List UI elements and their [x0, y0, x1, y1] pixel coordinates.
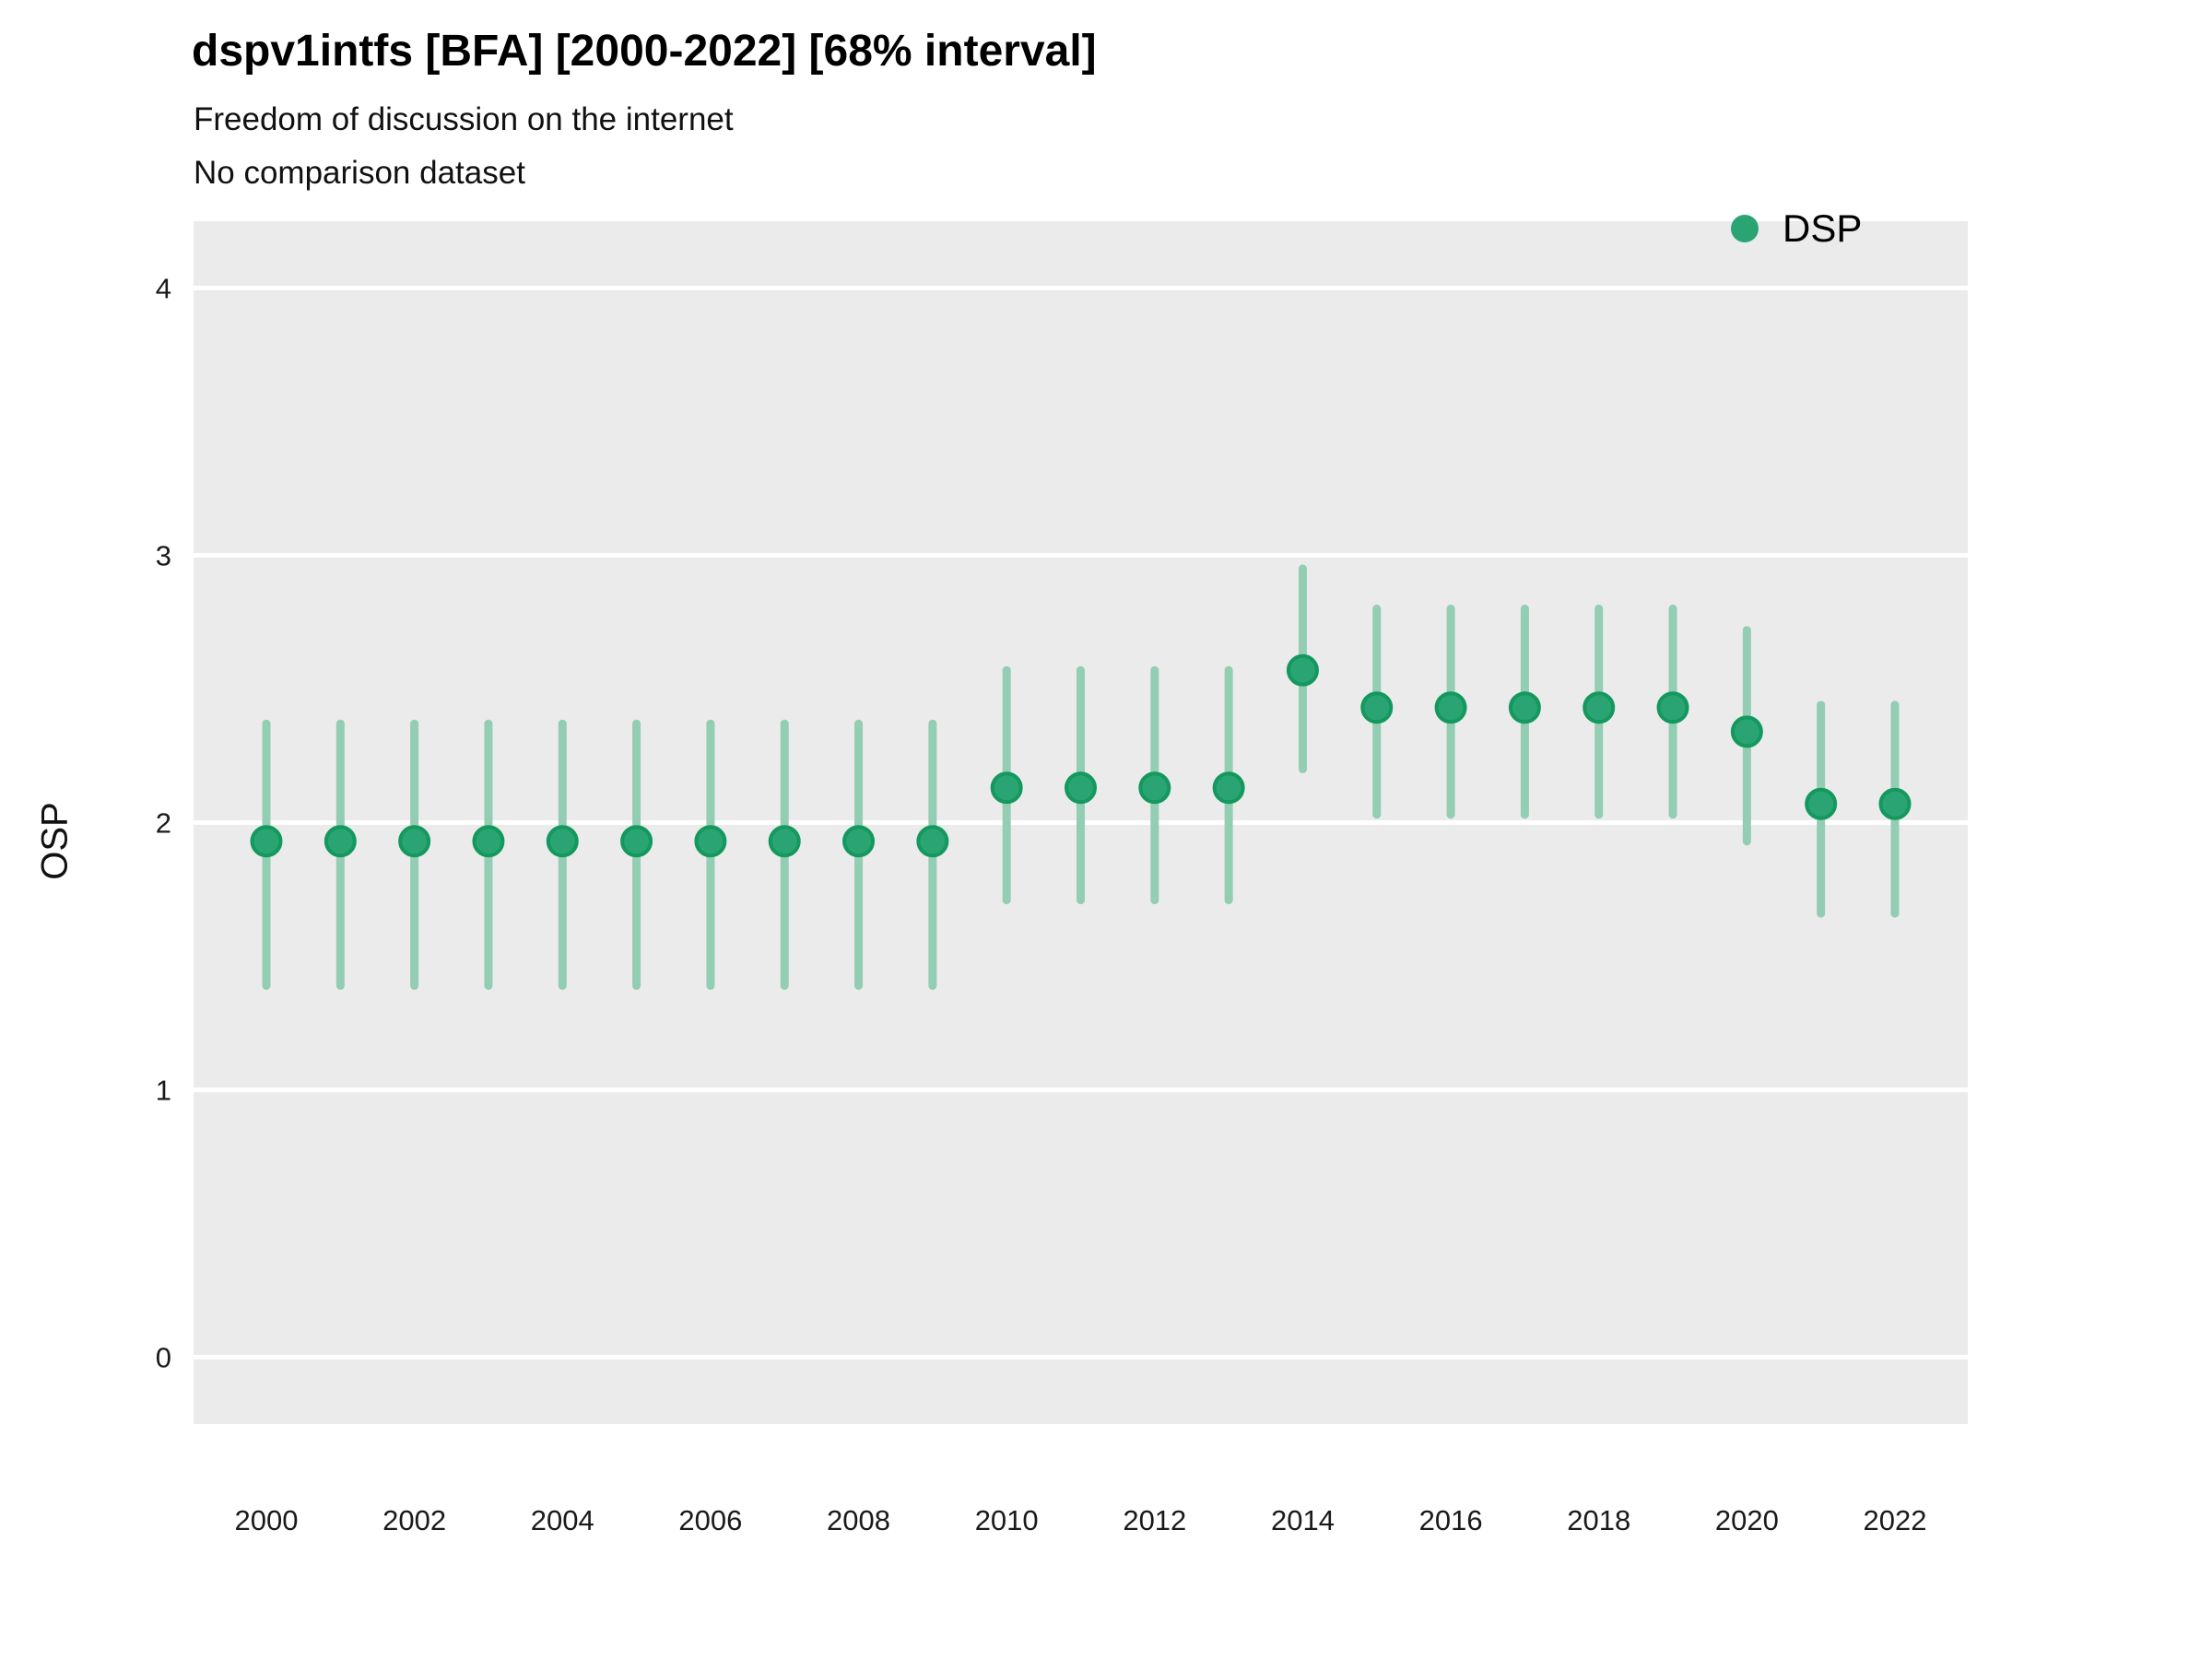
point-2014 [1286, 653, 1319, 687]
point-2016 [1434, 691, 1467, 724]
x-tick-label-2002: 2002 [382, 1504, 446, 1536]
point-2012 [1138, 771, 1171, 805]
point-2004 [546, 825, 579, 858]
legend-label: DSP [1783, 206, 1863, 250]
x-tick-label-2010: 2010 [975, 1504, 1039, 1536]
x-tick-label-2008: 2008 [827, 1504, 890, 1536]
point-2019 [1656, 691, 1689, 724]
x-tick-label-2018: 2018 [1567, 1504, 1630, 1536]
y-tick-label-1: 1 [156, 1074, 171, 1106]
x-tick-label-2016: 2016 [1419, 1504, 1483, 1536]
point-2006 [694, 825, 727, 858]
y-tick-label-0: 0 [156, 1341, 171, 1373]
y-tick-label-3: 3 [156, 539, 171, 571]
x-tick-label-2022: 2022 [1864, 1504, 1927, 1536]
chart-comparison-note: No comparison dataset [194, 155, 525, 191]
point-2000 [250, 825, 283, 858]
y-tick-label-4: 4 [156, 272, 171, 304]
point-2001 [324, 825, 357, 858]
legend: DSP [1731, 206, 1862, 251]
point-2002 [398, 825, 431, 858]
x-tick-label-2004: 2004 [531, 1504, 594, 1536]
x-tick-label-2012: 2012 [1123, 1504, 1186, 1536]
point-2018 [1583, 691, 1616, 724]
point-2007 [768, 825, 801, 858]
point-2003 [472, 825, 505, 858]
x-tick-label-2000: 2000 [235, 1504, 299, 1536]
point-2009 [916, 825, 949, 858]
chart-title: dspv1intfs [BFA] [2000-2022] [68% interv… [192, 27, 1097, 76]
chart-subtitle: Freedom of discussion on the internet [194, 101, 734, 137]
point-2020 [1730, 715, 1763, 748]
x-tick-label-2014: 2014 [1271, 1504, 1335, 1536]
x-tick-label-2020: 2020 [1715, 1504, 1779, 1536]
point-2015 [1360, 691, 1394, 724]
point-2010 [990, 771, 1023, 805]
legend-dot-icon [1731, 215, 1759, 242]
x-tick-label-2006: 2006 [678, 1504, 742, 1536]
point-2022 [1878, 787, 1912, 820]
point-2011 [1065, 771, 1097, 805]
y-axis-title: OSP [34, 802, 76, 880]
point-2013 [1212, 771, 1245, 805]
y-tick-label-2: 2 [156, 806, 171, 839]
point-2021 [1805, 787, 1838, 820]
point-2017 [1508, 691, 1541, 724]
point-2005 [620, 825, 653, 858]
point-2008 [842, 825, 876, 858]
